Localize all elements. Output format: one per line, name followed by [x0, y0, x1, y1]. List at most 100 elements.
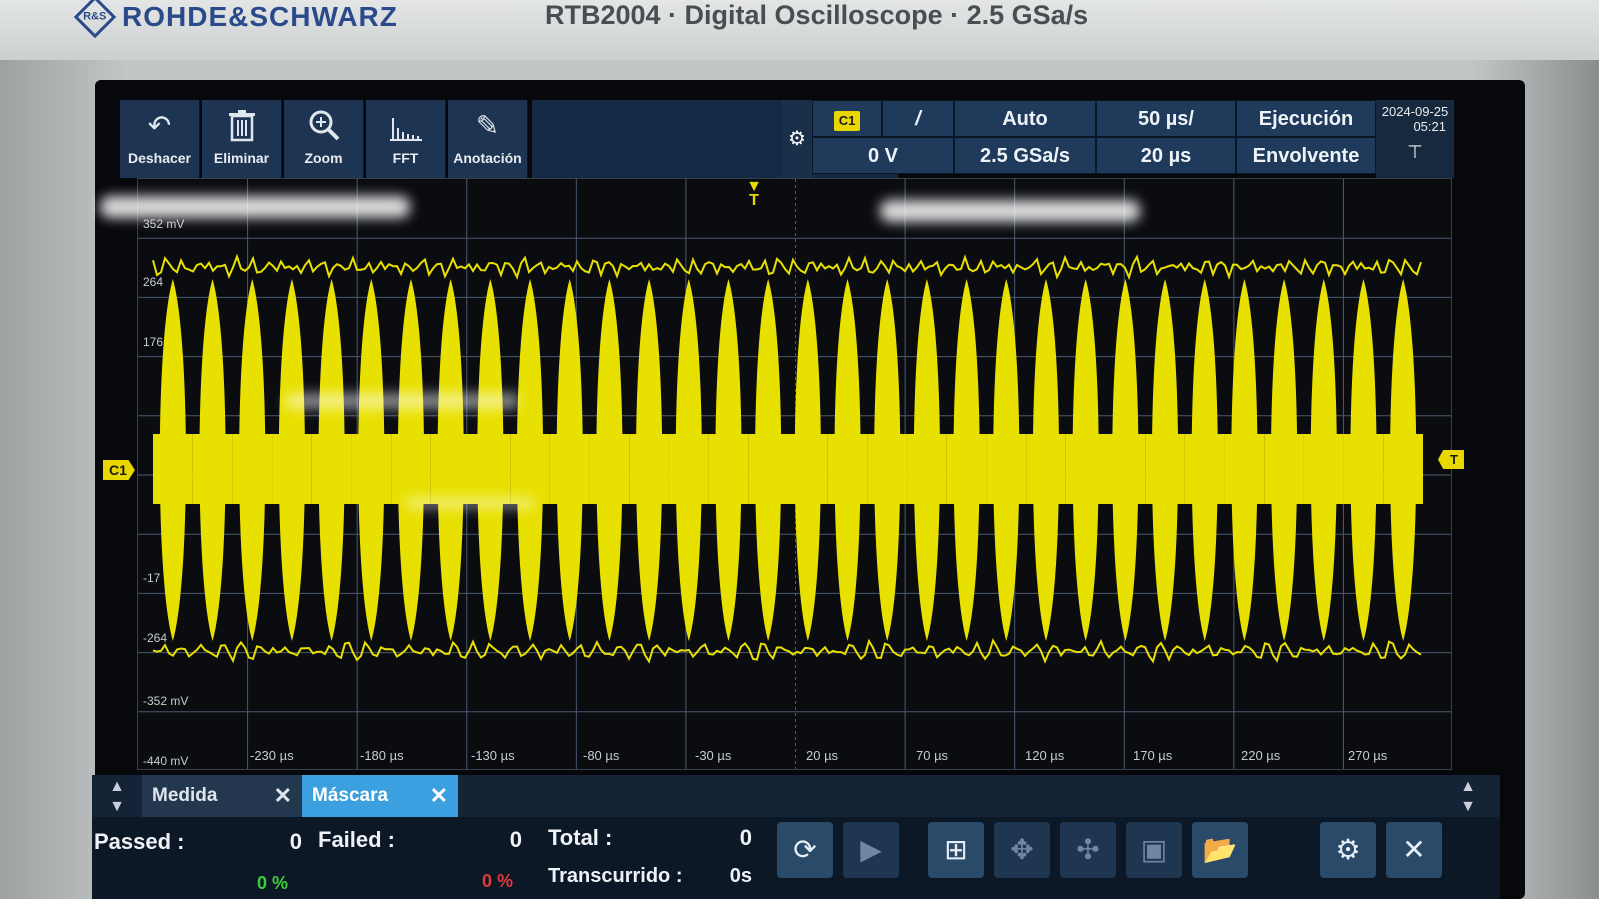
screen-glare	[405, 497, 535, 509]
close-panel-button[interactable]: ✕	[1386, 822, 1442, 878]
sample-rate[interactable]: 2.5 GSa/s	[954, 137, 1096, 174]
trigger-mode[interactable]: Auto	[954, 100, 1096, 137]
signal-band	[1343, 434, 1384, 504]
acquisition-mode[interactable]: Envolvente	[1236, 137, 1376, 174]
load-mask-button[interactable]: 📂	[1192, 822, 1248, 878]
channel-source[interactable]: C1	[812, 100, 882, 137]
signal-band	[311, 434, 352, 504]
signal-band	[1264, 434, 1304, 504]
y-label: -17	[143, 571, 161, 585]
waveform-display[interactable]: 352 mV 264 176 -17 -264 -352 mV -440 mV …	[137, 178, 1452, 770]
total-value: 0	[739, 825, 752, 850]
fft-button[interactable]: FFT	[366, 100, 446, 178]
signal-band	[1224, 434, 1265, 504]
zoom-button[interactable]: Zoom	[284, 100, 364, 178]
signal-band	[1145, 434, 1185, 504]
screen-glare	[285, 393, 520, 409]
tab-mascara[interactable]: Máscara ✕	[302, 775, 458, 817]
time-text: 05:21	[1413, 119, 1446, 134]
signal-band	[232, 434, 273, 504]
refresh-icon: ⟳	[793, 834, 817, 865]
signal-band	[589, 434, 630, 504]
network-icon: ⊤	[1407, 142, 1423, 162]
trigger-level[interactable]: 0 V	[812, 137, 954, 174]
tab-mascara-label: Máscara	[312, 785, 389, 806]
fft-label: FFT	[392, 150, 419, 166]
instrument-bezel-top: R&S ROHDE&SCHWARZ RTB2004 · Digital Osci…	[0, 0, 1599, 70]
zoom-icon	[284, 100, 363, 142]
signal-band	[1303, 434, 1344, 504]
signal-band	[351, 434, 392, 504]
x-label: -130 µs	[471, 748, 515, 763]
channel-badge: C1	[833, 111, 861, 131]
signal-band	[1026, 434, 1066, 504]
signal-band	[748, 434, 788, 504]
annotation-button[interactable]: ✎ Anotación	[448, 100, 528, 178]
undo-label: Deshacer	[127, 150, 192, 166]
reset-counters-button[interactable]: ⟳	[777, 822, 833, 878]
undo-button[interactable]: ↶ Deshacer	[120, 100, 200, 178]
delete-label: Eliminar	[213, 150, 270, 166]
x-label: 170 µs	[1133, 748, 1173, 763]
pencil-icon: ✎	[475, 110, 500, 141]
date-text: 2024-09-25	[1381, 104, 1449, 119]
shrink-arrows-icon: ✣	[1076, 834, 1100, 865]
settings-button[interactable]: ⚙	[1320, 822, 1376, 878]
signal-band	[1383, 434, 1423, 504]
brand-name: ROHDE&SCHWARZ	[122, 1, 398, 32]
mask-shrink-button[interactable]: ✣	[1060, 822, 1116, 878]
x-label: -230 µs	[250, 748, 294, 763]
passed-value: 0	[289, 829, 302, 854]
close-icon[interactable]: ✕	[429, 783, 448, 808]
passed-label: Passed :	[94, 829, 185, 854]
folder-open-icon: 📂	[1202, 834, 1238, 865]
close-icon[interactable]: ✕	[273, 783, 292, 808]
y-label: -264	[143, 631, 168, 645]
y-label: -352 mV	[143, 694, 189, 708]
mask-move-button[interactable]: ✥	[994, 822, 1050, 878]
envelope-max-trace	[152, 253, 1422, 281]
channel-offset-marker[interactable]: C1	[103, 460, 135, 480]
signal-band	[867, 434, 908, 504]
trash-icon	[202, 100, 281, 142]
model-line: RTB2004 · Digital Oscilloscope · 2.5 GSa…	[545, 0, 1089, 30]
failed-label: Failed :	[318, 827, 396, 852]
save-icon: ▣	[1140, 834, 1168, 865]
y-label: 176	[143, 335, 164, 349]
time-offset[interactable]: 20 µs	[1096, 137, 1236, 174]
trigger-slope[interactable]: /	[882, 100, 954, 137]
x-label: -80 µs	[583, 748, 620, 763]
run-state[interactable]: Ejecución	[1236, 100, 1376, 137]
time-per-div[interactable]: 50 µs/	[1096, 100, 1236, 137]
zoom-label: Zoom	[304, 150, 343, 166]
mask-copy-button[interactable]: ⊞	[928, 822, 984, 878]
trigger-marker-label: T	[749, 192, 759, 209]
trigger-level-marker[interactable]: T	[1438, 450, 1464, 469]
gear-icon[interactable]: ⚙	[782, 100, 812, 178]
signal-band	[192, 434, 233, 504]
brand-logo-icon: R&S	[73, 0, 117, 39]
save-mask-button[interactable]: ▣	[1126, 822, 1182, 878]
elapsed-label: Transcurrido :	[548, 865, 683, 887]
signal-band	[827, 434, 868, 504]
signal-band	[986, 434, 1027, 504]
fft-icon	[366, 100, 445, 142]
play-icon: ▶	[860, 834, 882, 865]
signal-band	[668, 434, 709, 504]
y-label: -440 mV	[143, 754, 189, 768]
waveform-svg	[138, 179, 1451, 769]
passed-percent: 0 %	[257, 873, 289, 893]
elapsed-value: 0s	[729, 865, 752, 887]
x-label: 220 µs	[1241, 748, 1281, 763]
panel-scroll-arrows-icon[interactable]: ▲ ▼	[1460, 778, 1476, 815]
run-mask-test-button[interactable]: ▶	[843, 822, 899, 878]
x-label: 270 µs	[1348, 748, 1388, 763]
trigger-position-marker[interactable]: ▼ T	[746, 178, 762, 209]
tab-scroll-arrows-icon[interactable]: ▲ ▼	[109, 778, 125, 815]
y-label: 264	[143, 275, 164, 289]
screen-glare	[100, 196, 410, 218]
screen-glare	[880, 200, 1140, 222]
signal-band	[629, 434, 669, 504]
signal-band	[549, 434, 590, 504]
delete-button[interactable]: Eliminar	[202, 100, 282, 178]
